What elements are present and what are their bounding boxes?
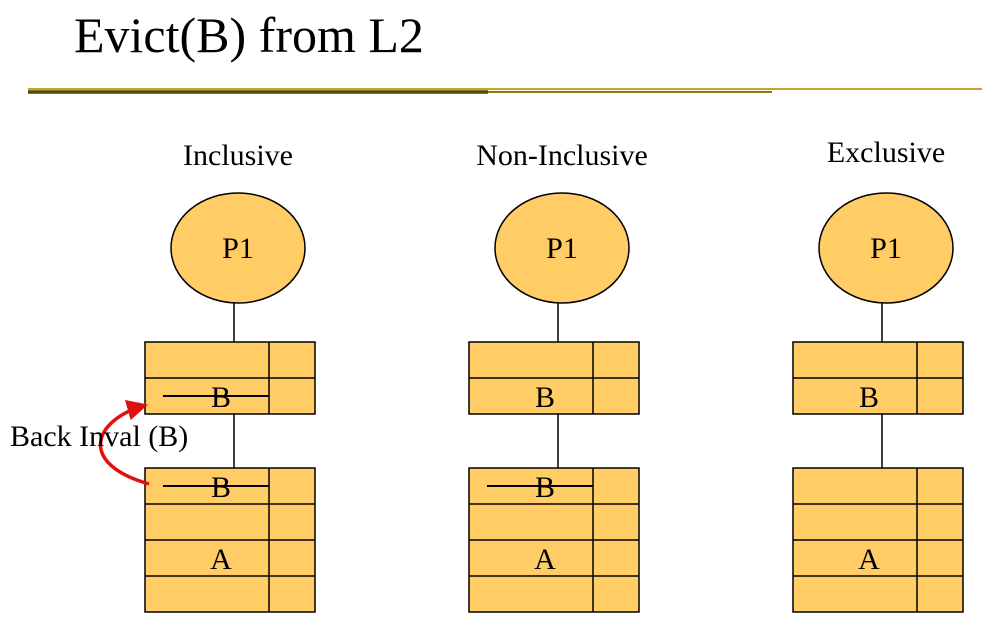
cache-line-label: B bbox=[211, 471, 231, 504]
column-title: Inclusive bbox=[183, 139, 293, 172]
curved-red-arrow-icon bbox=[98, 399, 150, 486]
l2-cache: BA bbox=[144, 467, 316, 613]
cache-line-label: A bbox=[858, 543, 880, 576]
cache-line-label: A bbox=[210, 543, 232, 576]
l2-cache: BA bbox=[468, 467, 640, 613]
processor-node bbox=[818, 192, 954, 304]
back-inval-label: Back Inval (B) bbox=[10, 420, 188, 453]
l1-cache: B bbox=[144, 341, 316, 415]
cache-line-label: B bbox=[535, 381, 555, 414]
cache-line-label: B bbox=[535, 471, 555, 504]
l1-cache: B bbox=[468, 341, 640, 415]
l2-cache: A bbox=[792, 467, 964, 613]
processor-label: P1 bbox=[222, 232, 254, 265]
cache-line-label: B bbox=[211, 381, 231, 414]
cache-line-label: A bbox=[534, 543, 556, 576]
column-title: Exclusive bbox=[827, 136, 945, 169]
title-rule bbox=[28, 88, 982, 94]
processor-node bbox=[494, 192, 630, 304]
processor-node bbox=[170, 192, 306, 304]
cache-line-label: B bbox=[859, 381, 879, 414]
slide-title: Evict(B) from L2 bbox=[74, 7, 424, 63]
l1-cache: B bbox=[792, 341, 964, 415]
cache-columns: InclusiveP1BBANon-InclusiveP1BBAExclusiv… bbox=[144, 136, 964, 613]
processor-label: P1 bbox=[870, 232, 902, 265]
processor-label: P1 bbox=[546, 232, 578, 265]
column-title: Non-Inclusive bbox=[476, 139, 648, 172]
back-invalidation-annotation: Back Inval (B) bbox=[10, 399, 188, 486]
cache-column-3: Exclusive P1 B A bbox=[792, 136, 964, 613]
